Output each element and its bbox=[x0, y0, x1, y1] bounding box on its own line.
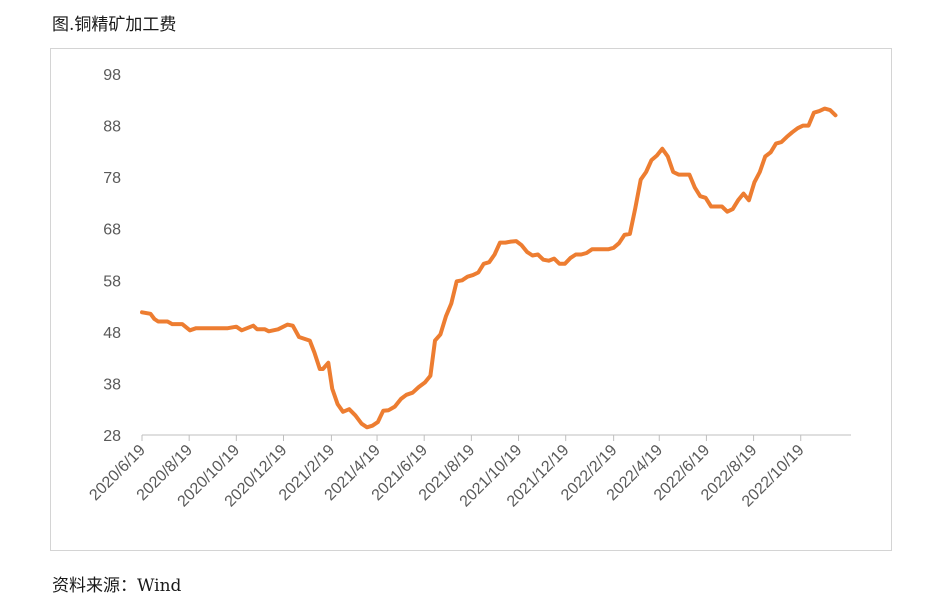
source-note: 资料来源：Wind bbox=[52, 576, 182, 596]
series-line bbox=[140, 106, 838, 430]
x-axis: 2020/6/192020/8/192020/10/192020/12/1920… bbox=[86, 434, 851, 510]
y-tick-label: 38 bbox=[103, 376, 121, 393]
y-tick-label: 98 bbox=[103, 67, 121, 84]
y-tick-label: 78 bbox=[103, 170, 121, 187]
y-tick-label: 68 bbox=[103, 222, 121, 239]
y-tick-label: 88 bbox=[103, 119, 121, 136]
chart-frame: 28 38 48 58 68 78 88 98 2020/6/19 2020/8/19 2020/… bbox=[50, 48, 892, 551]
line-chart: 28 38 48 58 68 78 88 98 2020/6/192020/8/192020/… bbox=[86, 67, 851, 510]
figure-title: 图.铜精矿加工费 bbox=[52, 15, 177, 35]
y-axis: 28 38 48 58 68 78 88 98 bbox=[103, 67, 121, 445]
y-tick-label: 58 bbox=[103, 273, 121, 290]
series-layer bbox=[140, 106, 838, 430]
y-tick-label: 28 bbox=[103, 428, 121, 445]
y-tick-label: 48 bbox=[103, 325, 121, 342]
